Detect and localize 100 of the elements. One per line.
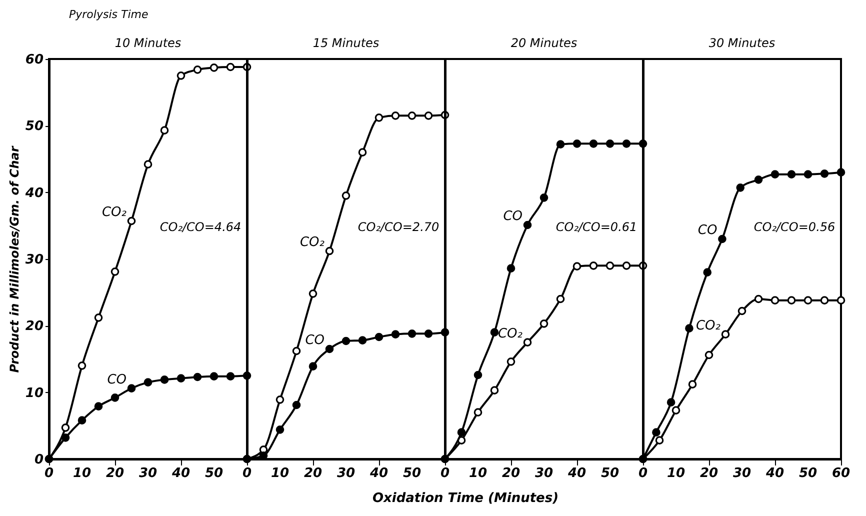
point (226, 62, 235, 72)
x-tick-label: 30 (336, 466, 356, 481)
point (804, 170, 812, 178)
point (342, 192, 350, 200)
point (308, 290, 318, 298)
point (540, 194, 548, 202)
point (424, 330, 433, 338)
point (110, 394, 120, 402)
point (144, 160, 152, 168)
point (804, 296, 812, 304)
point (110, 268, 120, 276)
point (738, 306, 746, 316)
point (127, 384, 136, 392)
chart-title: 30 Minutes (708, 36, 776, 50)
annotation: CO₂/CO=0.61 (556, 220, 638, 234)
x-tick-label: 20 (106, 466, 124, 481)
point (474, 370, 482, 380)
annotation: CO₂/CO=0.56 (754, 220, 836, 234)
point (325, 344, 334, 354)
point (210, 64, 218, 72)
y-tick-label: 40 (24, 186, 44, 201)
series-label: CO₂ (300, 235, 324, 250)
point (506, 358, 516, 366)
point (308, 362, 318, 370)
point (652, 428, 660, 436)
point (176, 72, 186, 80)
series-label: CO₂ (696, 318, 720, 334)
y-tick-label: 0 (34, 452, 44, 468)
x-tick-label: 40 (764, 466, 784, 481)
point (342, 336, 350, 346)
x-tick-label: 20 (304, 466, 322, 481)
y-tick-label: 10 (25, 386, 44, 401)
point (836, 168, 846, 176)
point (523, 338, 532, 346)
point (276, 396, 284, 404)
x-tick-label: 20 (502, 466, 520, 481)
point (144, 378, 152, 386)
point (622, 262, 631, 270)
point (787, 170, 796, 178)
point (78, 416, 86, 424)
point (160, 376, 169, 384)
point (506, 264, 516, 272)
point (94, 402, 103, 410)
point (836, 296, 846, 304)
point (474, 408, 482, 416)
point (754, 294, 763, 304)
point (78, 362, 86, 370)
point (391, 330, 400, 338)
point (292, 400, 301, 410)
x-tick-label: 0 (44, 466, 54, 481)
point (358, 336, 367, 344)
x-tick-label: 50 (600, 466, 620, 481)
x-tick-label: 40 (170, 466, 190, 481)
x-tick-label: 20 (700, 466, 718, 481)
point (61, 434, 70, 442)
point (589, 140, 598, 148)
x-tick-label: 50 (798, 466, 818, 481)
point (424, 112, 433, 120)
point (292, 346, 301, 356)
point (787, 296, 796, 304)
point (276, 426, 284, 434)
y-axis-title: Product in Millimoles/Gm. of Char (7, 145, 22, 373)
chart-title: 10 Minutes (114, 36, 182, 50)
point (490, 386, 499, 394)
x-tick-label: 60 (832, 466, 850, 481)
text: Pyrolysis Time (69, 8, 148, 21)
point (193, 66, 202, 74)
x-tick-label: 40 (368, 466, 388, 481)
point (226, 372, 235, 380)
point (672, 406, 680, 414)
point (718, 234, 726, 244)
point (457, 428, 466, 436)
point (127, 216, 136, 226)
series-label: CO (305, 333, 324, 348)
point (606, 140, 614, 148)
chart-title: 15 Minutes (312, 36, 380, 50)
point (572, 140, 582, 148)
x-tick-label: 40 (566, 466, 586, 481)
x-tick-label: 10 (666, 466, 686, 481)
point (523, 220, 532, 230)
point (556, 294, 565, 304)
point (193, 372, 202, 382)
x-tick-label: 30 (138, 466, 158, 481)
point (556, 140, 565, 148)
point (820, 170, 829, 178)
point (770, 296, 780, 304)
annotation: CO₂/CO=2.70 (358, 220, 440, 234)
point (408, 330, 416, 338)
y-tick-label: 50 (25, 119, 44, 134)
y-tick-label: 20 (25, 319, 44, 334)
point (589, 262, 598, 270)
chart-title: 20 Minutes (510, 36, 578, 50)
point (160, 126, 169, 134)
point (408, 112, 416, 120)
x-axis-title: Oxidation Time (Minutes) (372, 491, 559, 506)
y-tick-label: 60 (25, 52, 44, 68)
point (490, 328, 499, 336)
x-tick-label: 30 (534, 466, 554, 481)
x-tick-label: 0 (440, 466, 450, 481)
point (210, 372, 218, 380)
